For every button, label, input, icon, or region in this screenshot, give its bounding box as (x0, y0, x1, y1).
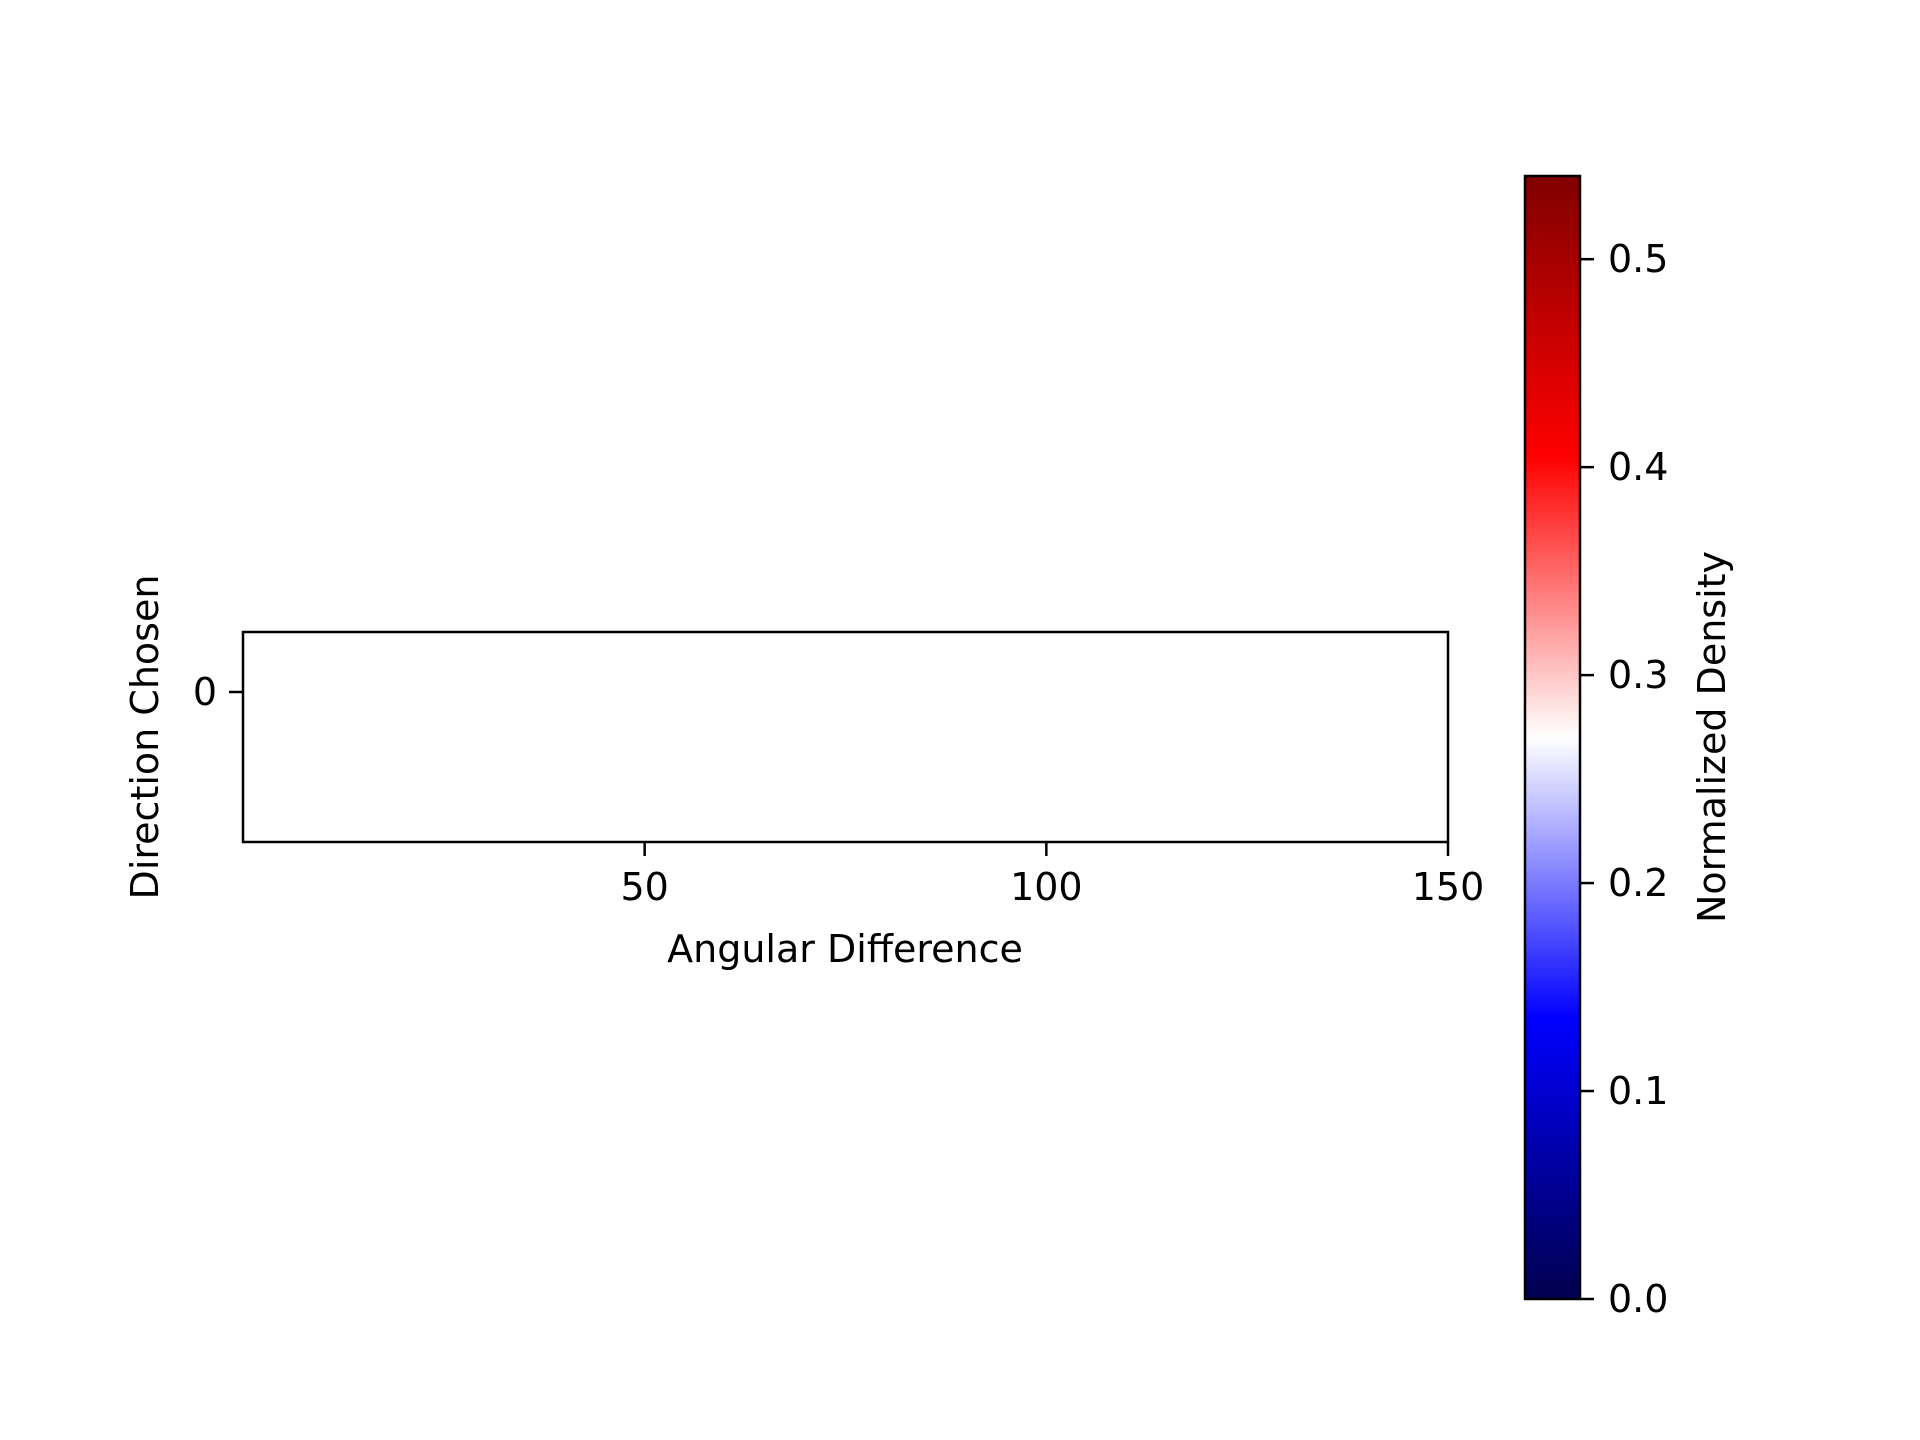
colorbar-frame (1523, 174, 1582, 1301)
colorbar: 0.0 0.1 0.2 0.3 0.4 0.5 Normalized Density (1523, 174, 1734, 1321)
colorbar-ticks: 0.0 0.1 0.2 0.3 0.4 0.5 (1580, 237, 1668, 1321)
colorbar-tick-label: 0.0 (1608, 1277, 1668, 1321)
x-tick-label: 100 (1010, 865, 1083, 909)
x-axis-label: Angular Difference (667, 927, 1023, 971)
colorbar-tick-label: 0.5 (1608, 237, 1668, 281)
colorbar-tick-label: 0.3 (1608, 653, 1668, 697)
x-axis-ticks: 50 100 150 (620, 842, 1484, 909)
colorbar-gradient (1525, 176, 1580, 1299)
x-tick-label: 150 (1412, 865, 1485, 909)
y-tick-label: 0 (193, 670, 217, 714)
colorbar-tick-label: 0.4 (1608, 445, 1668, 489)
y-axis-label: Direction Chosen (123, 575, 167, 900)
plot-frame (241, 630, 1450, 844)
colorbar-label: Normalized Density (1690, 551, 1734, 923)
x-tick-label: 50 (620, 865, 668, 909)
colorbar-tick-label: 0.1 (1608, 1069, 1668, 1113)
heatmap-axes: 50 100 150 0 Angular Difference Direction … (123, 575, 1484, 971)
colorbar-tick-label: 0.2 (1608, 861, 1668, 905)
y-axis-ticks: 0 (193, 670, 243, 714)
